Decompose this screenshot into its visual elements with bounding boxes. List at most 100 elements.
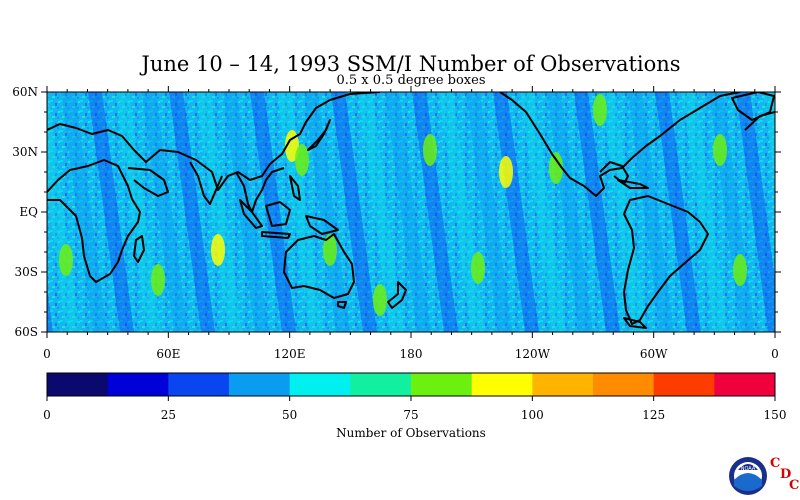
colorbar-tick-label: 125	[642, 408, 665, 422]
hotspot	[285, 130, 299, 162]
lon-label: 60E	[156, 347, 180, 361]
swath-band	[169, 92, 215, 332]
lon-label: 0	[43, 347, 51, 361]
coast-indochina	[235, 167, 285, 213]
swath-band	[304, 92, 350, 332]
coast-japan	[307, 119, 331, 151]
coast-eurasia	[47, 92, 381, 191]
swath-band	[655, 92, 701, 332]
colorbar-tick-label: 50	[282, 408, 297, 422]
swath-band	[196, 92, 242, 332]
colorbar	[46, 372, 776, 397]
colorbar-swatch	[47, 373, 109, 396]
longitude-axis: 0 60E 120E 180 120W 60W 0	[43, 86, 779, 361]
swath-band	[223, 92, 269, 332]
swath-band	[547, 92, 593, 332]
cdc-letter-c1: C	[770, 456, 780, 471]
coast-new-zealand	[387, 281, 407, 309]
hotspot	[549, 152, 563, 184]
hotspot	[88, 14, 102, 46]
hotspot	[373, 284, 387, 316]
hotspot	[593, 94, 607, 126]
colorbar-swatch	[289, 373, 351, 396]
hotspot	[733, 254, 747, 286]
colorbar-swatch	[107, 373, 169, 396]
coast-sumatra	[239, 199, 263, 229]
swath-band	[466, 92, 512, 332]
noaa-emblem-text: NOAA	[741, 466, 756, 472]
swath-band	[115, 92, 161, 332]
lat-label: 30S	[15, 265, 39, 279]
swath-band	[142, 92, 188, 332]
lat-label: 60S	[15, 325, 39, 339]
map-title: June 10 – 14, 1993 SSM/I Number of Obser…	[139, 52, 680, 76]
coast-java	[261, 231, 291, 239]
colorbar-swatch	[593, 373, 655, 396]
colorbar-label: Number of Observations	[336, 426, 486, 440]
swath-band	[493, 92, 539, 332]
colorbar-swatch	[411, 373, 473, 396]
colorbar-swatch	[532, 373, 594, 396]
hotspot	[499, 156, 513, 188]
hotspot	[153, 14, 167, 46]
coast-arabia	[127, 167, 169, 197]
lon-label: 60W	[640, 347, 668, 361]
lat-label: EQ	[19, 205, 38, 219]
orbit-swath-bands	[47, 92, 775, 332]
colorbar-swatch	[168, 373, 230, 396]
swath-band	[47, 287, 53, 332]
coast-north-america	[499, 92, 741, 197]
coast-south-america	[623, 195, 709, 325]
swath-band	[331, 92, 377, 332]
coast-new-guinea	[305, 215, 339, 235]
latitude-axis: 60N 30N EQ 30S 60S	[12, 85, 781, 339]
swath-band	[385, 92, 431, 332]
hotspot	[203, 2, 217, 34]
hotspot	[133, 6, 147, 38]
colorbar-tick-label: 75	[403, 408, 418, 422]
swath-band	[61, 92, 107, 332]
swath-band	[88, 92, 134, 332]
hotspot	[323, 234, 337, 266]
map-subtitle: 0.5 x 0.5 degree boxes	[337, 73, 486, 88]
colorbar-tick-label: 100	[521, 408, 544, 422]
lat-label: 30N	[12, 145, 38, 159]
cdc-letter-d: D	[780, 467, 791, 482]
lon-label: 120E	[274, 347, 306, 361]
colorbar-tick-label: 25	[161, 408, 176, 422]
lon-label: 180	[400, 347, 423, 361]
colorbar-swatch	[229, 373, 291, 396]
hotspot	[211, 234, 225, 266]
coast-india	[189, 161, 223, 205]
hotspot	[713, 134, 727, 166]
cdc-letter-c2: C	[789, 478, 799, 493]
hotspot	[151, 264, 165, 296]
observation-hotspots	[59, 2, 747, 316]
coast-madagascar	[133, 235, 145, 263]
hotspot	[59, 244, 73, 276]
coast-australia	[283, 233, 355, 299]
swath-band	[736, 92, 775, 332]
colorbar-swatch	[714, 373, 776, 396]
coast-borneo	[265, 201, 291, 227]
coast-western-europe	[744, 111, 775, 131]
colorbar-axis: 0 25 50 75 100 125 150	[43, 396, 786, 422]
noaa-logo-icon: NOAA	[729, 457, 767, 495]
lat-label: 60N	[12, 85, 38, 99]
colorbar-swatch	[653, 373, 715, 396]
observation-field	[47, 2, 775, 332]
lon-label: 0	[771, 347, 779, 361]
coast-philippines	[289, 175, 301, 201]
coast-africa	[47, 159, 141, 283]
coast-tasmania	[337, 301, 347, 309]
colorbar-tick-label: 0	[43, 408, 51, 422]
swath-band	[358, 92, 404, 332]
coast-tierra-del-fuego	[623, 317, 647, 329]
swath-band	[574, 92, 620, 332]
coast-greenland	[731, 92, 775, 121]
swath-band	[47, 92, 80, 332]
hotspot	[423, 134, 437, 166]
lon-label: 120W	[515, 347, 551, 361]
swath-band	[682, 92, 728, 332]
